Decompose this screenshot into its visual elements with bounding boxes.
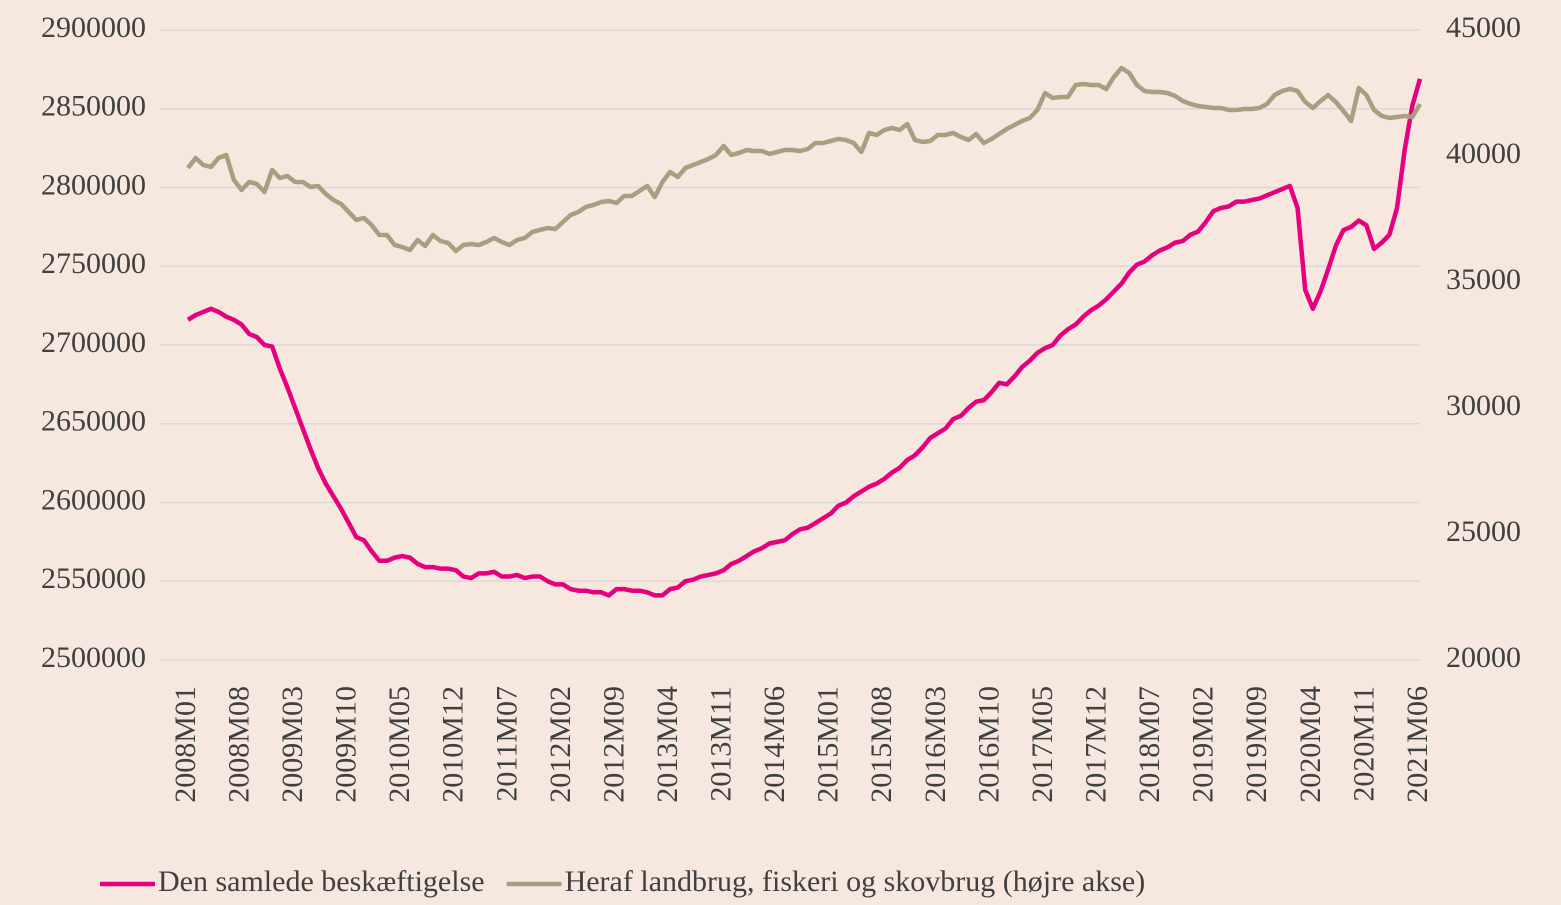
- y-tick-label: 2550000: [41, 562, 146, 595]
- x-tick-label: 2011M07: [490, 686, 523, 802]
- x-tick-label: 2013M11: [705, 686, 738, 802]
- x-tick-label: 2009M10: [330, 686, 363, 803]
- y-tick-label: 2900000: [41, 11, 146, 44]
- y2-tick-label: 40000: [1446, 137, 1521, 170]
- y-tick-label: 2600000: [41, 483, 146, 516]
- y-tick-label: 2500000: [41, 641, 146, 674]
- series-line: [186, 65, 1422, 254]
- x-tick-label: 2020M04: [1294, 686, 1327, 803]
- x-tick-label: 2021M06: [1401, 686, 1434, 803]
- x-tick-label: 2020M11: [1347, 686, 1380, 802]
- x-tick-label: 2009M03: [276, 686, 309, 803]
- y2-tick-label: 20000: [1446, 641, 1521, 674]
- y-tick-label: 2700000: [41, 326, 146, 359]
- y-tick-label: 2750000: [41, 247, 146, 280]
- x-tick-label: 2018M07: [1133, 686, 1166, 803]
- x-tick-label: 2016M03: [919, 686, 952, 803]
- x-tick-label: 2017M05: [1026, 686, 1059, 803]
- x-tick-label: 2019M09: [1240, 686, 1273, 803]
- x-tick-label: 2015M01: [812, 686, 845, 803]
- x-tick-label: 2012M02: [544, 686, 577, 803]
- y2-tick-label: 35000: [1446, 263, 1521, 296]
- y-tick-label: 2650000: [41, 405, 146, 438]
- x-tick-label: 2019M02: [1187, 686, 1220, 803]
- x-tick-label: 2016M10: [972, 686, 1005, 803]
- y-tick-label: 2850000: [41, 90, 146, 123]
- y2-tick-label: 25000: [1446, 515, 1521, 548]
- x-tick-label: 2008M08: [222, 686, 255, 803]
- x-tick-label: 2015M08: [865, 686, 898, 803]
- legend-label: Den samlede beskæftigelse: [158, 865, 485, 898]
- series-line: [186, 78, 1423, 598]
- legend-label: Heraf landbrug, fiskeri og skovbrug (høj…: [565, 865, 1146, 898]
- x-tick-label: 2010M12: [437, 686, 470, 803]
- x-tick-label: 2017M12: [1079, 686, 1112, 803]
- y2-tick-label: 45000: [1446, 11, 1521, 44]
- x-tick-label: 2013M04: [651, 686, 684, 803]
- x-tick-label: 2014M06: [758, 686, 791, 803]
- y2-tick-label: 30000: [1446, 389, 1521, 422]
- x-tick-label: 2008M01: [169, 686, 202, 803]
- x-tick-label: 2012M09: [597, 686, 630, 803]
- x-tick-label: 2010M05: [383, 686, 416, 803]
- y-tick-label: 2800000: [41, 168, 146, 201]
